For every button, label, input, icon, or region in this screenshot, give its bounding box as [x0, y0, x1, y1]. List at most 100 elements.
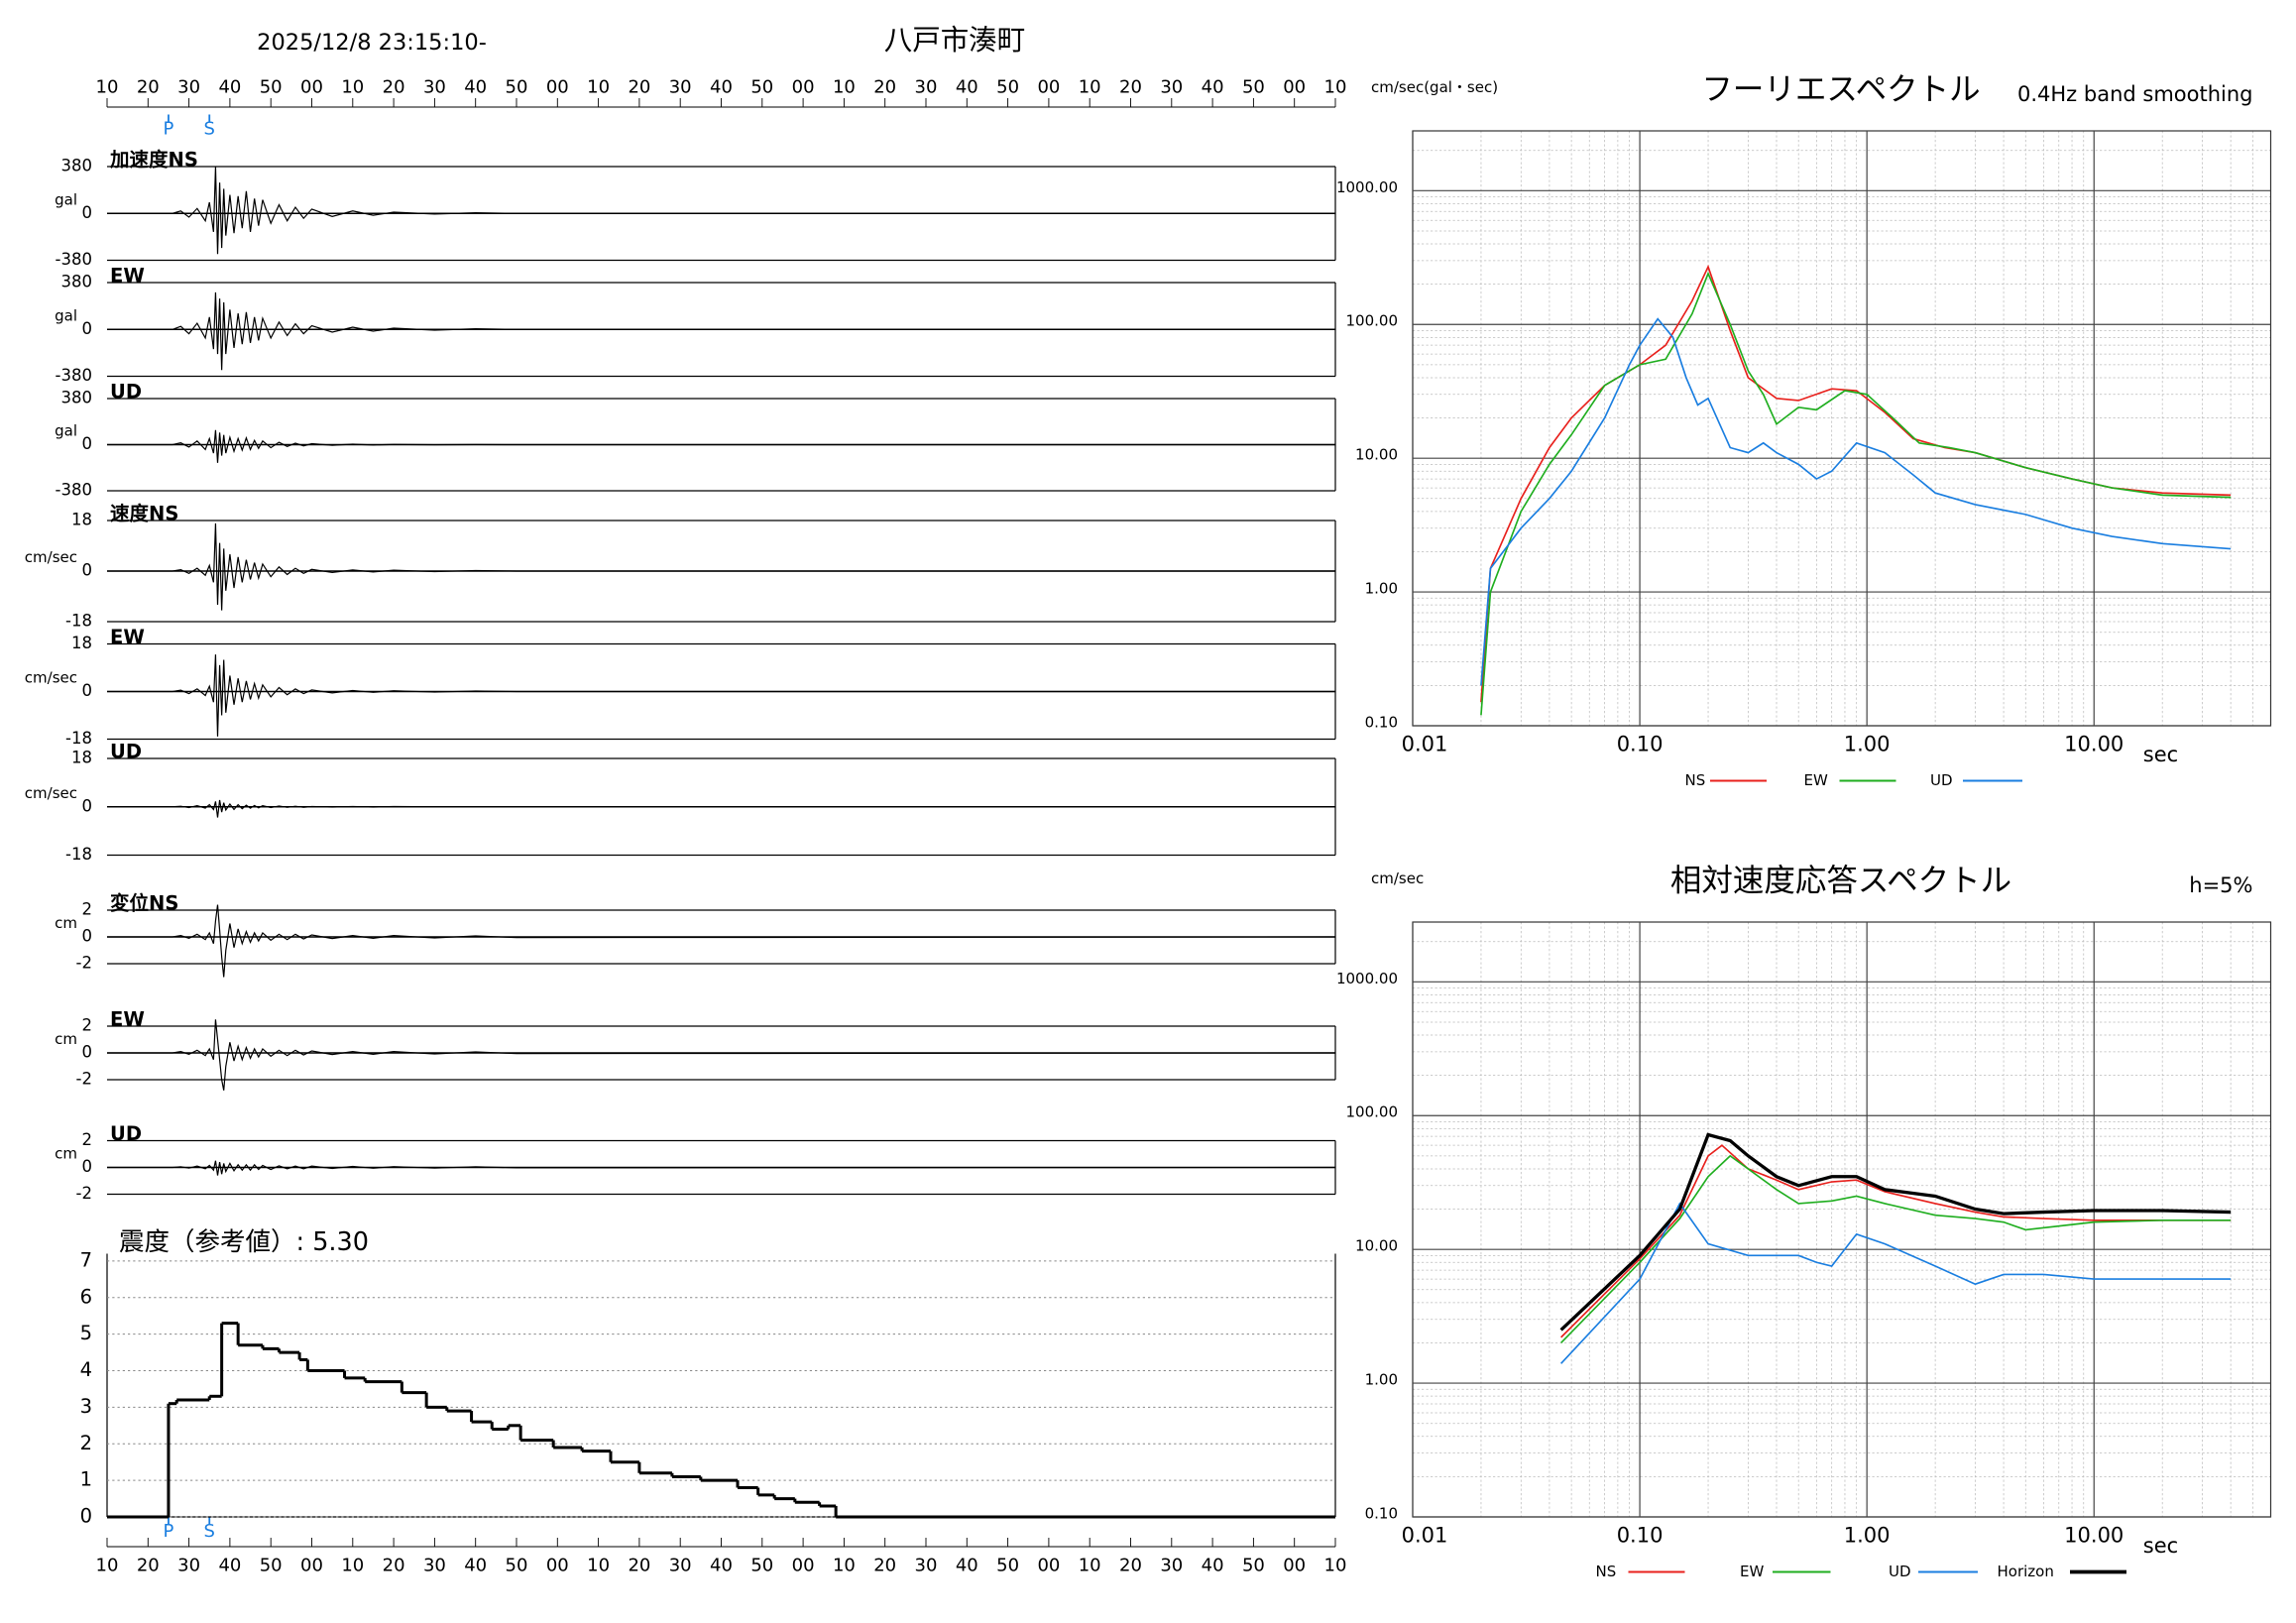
time-tick-label: 40	[1202, 77, 1224, 98]
time-tick-label: 40	[1202, 1556, 1224, 1576]
unit-label: gal	[55, 306, 77, 324]
time-tick-label: 10	[587, 77, 610, 98]
time-tick-label: 10	[833, 1556, 856, 1576]
unit-label: cm	[55, 914, 77, 932]
intensity-title: 震度（参考値）: 5.30	[119, 1227, 369, 1257]
y-tick-label: 0	[82, 319, 93, 338]
y-tick-label: 2	[82, 1130, 93, 1149]
waveform	[107, 429, 1335, 463]
legend-label: UD	[1889, 1563, 1911, 1580]
spectrum-line	[1480, 271, 2232, 716]
time-tick-label: 30	[423, 1556, 446, 1576]
time-tick-label: 50	[1242, 1556, 1265, 1576]
y-tick-label: 1000.00	[1336, 178, 1398, 196]
spectrum-line	[1560, 1202, 2232, 1364]
time-tick-label: 20	[1119, 1556, 1142, 1576]
y-tick-label: 0	[82, 1043, 93, 1062]
y-tick-label: 18	[71, 634, 92, 652]
time-tick-label: 40	[956, 1556, 978, 1576]
time-tick-label: 20	[137, 1556, 160, 1576]
x-tick-label: 10.00	[2064, 1524, 2124, 1548]
phase-label: P	[164, 1521, 174, 1542]
time-tick-label: 40	[218, 1556, 241, 1576]
time-tick-label: 30	[915, 1556, 938, 1576]
time-tick-label: 20	[628, 1556, 650, 1576]
y-tick-label: -2	[76, 1184, 92, 1203]
time-tick-label: 40	[218, 77, 241, 98]
y-tick-label: -380	[56, 250, 92, 269]
time-tick-label: 50	[996, 1556, 1019, 1576]
unit-label: gal	[55, 190, 77, 208]
time-tick-label: 50	[750, 77, 773, 98]
waveform	[107, 522, 1335, 611]
y-tick-label: 1	[80, 1468, 92, 1491]
legend-label: UD	[1930, 771, 1953, 789]
waveform	[107, 291, 1335, 371]
time-tick-label: 00	[546, 1556, 569, 1576]
time-tick-label: 20	[873, 1556, 896, 1576]
time-tick-label: 30	[669, 1556, 692, 1576]
y-tick-label: 4	[80, 1358, 92, 1381]
time-tick-label: 10	[1324, 1556, 1347, 1576]
x-tick-label: 0.10	[1617, 733, 1664, 756]
y-tick-label: -380	[56, 366, 92, 385]
time-tick-label: 30	[177, 77, 200, 98]
y-tick-label: 0	[82, 796, 93, 815]
time-tick-label: 50	[506, 77, 528, 98]
y-tick-label: 100.00	[1346, 1103, 1399, 1121]
y-tick-label: 0	[82, 434, 93, 453]
time-tick-label: 50	[750, 1556, 773, 1576]
unit-label: cm/sec	[25, 548, 77, 566]
time-tick-label: 10	[1079, 77, 1101, 98]
x-axis-label: sec	[2143, 1534, 2178, 1558]
y-tick-label: 3	[80, 1395, 92, 1418]
panel-label: UD	[110, 381, 142, 404]
panel-label: EW	[110, 265, 145, 288]
time-tick-label: 10	[587, 1556, 610, 1576]
time-tick-label: 50	[260, 1556, 283, 1576]
waveform	[107, 1160, 1336, 1176]
time-tick-label: 50	[506, 1556, 528, 1576]
unit-label: cm/sec	[25, 669, 77, 687]
y-tick-label: 1000.00	[1336, 970, 1398, 987]
panel-label: UD	[110, 1122, 142, 1145]
time-tick-label: 00	[792, 77, 815, 98]
y-tick-label: 1.00	[1365, 580, 1398, 598]
x-tick-label: 0.01	[1402, 1524, 1448, 1548]
legend-label: NS	[1596, 1563, 1617, 1580]
spectrum-line	[1480, 264, 2232, 703]
y-tick-label: 0	[82, 927, 93, 946]
phase-label: P	[164, 119, 174, 140]
time-tick-label: 10	[833, 77, 856, 98]
spectrum-line	[1560, 1154, 2232, 1344]
y-tick-label: 10.00	[1355, 446, 1398, 464]
waveform	[107, 904, 1336, 978]
y-tick-label: 5	[80, 1322, 92, 1344]
y-tick-label: 2	[82, 1016, 93, 1035]
legend-label: NS	[1685, 771, 1706, 789]
y-tick-label: 380	[61, 273, 93, 291]
panel-label: 加速度NS	[109, 149, 198, 172]
legend-label: EW	[1740, 1563, 1764, 1580]
y-tick-label: 18	[71, 511, 92, 529]
waveform	[107, 166, 1335, 255]
waveform	[107, 799, 1335, 818]
panel-label: UD	[110, 741, 142, 763]
legend-label: Horizon	[1998, 1563, 2054, 1580]
y-tick-label: 0	[80, 1505, 92, 1528]
y-tick-label: 380	[61, 157, 93, 175]
time-tick-label: 00	[792, 1556, 815, 1576]
time-tick-label: 10	[1079, 1556, 1101, 1576]
x-axis-label: sec	[2143, 743, 2178, 766]
time-tick-label: 40	[464, 77, 487, 98]
y-tick-label: 0.10	[1365, 1505, 1398, 1523]
unit-label: gal	[55, 422, 77, 440]
time-tick-label: 20	[1119, 77, 1142, 98]
time-tick-label: 00	[1283, 77, 1306, 98]
legend-label: EW	[1804, 771, 1828, 789]
y-tick-label: -18	[65, 612, 92, 631]
y-tick-label: 0	[82, 203, 93, 222]
x-tick-label: 0.10	[1617, 1524, 1664, 1548]
